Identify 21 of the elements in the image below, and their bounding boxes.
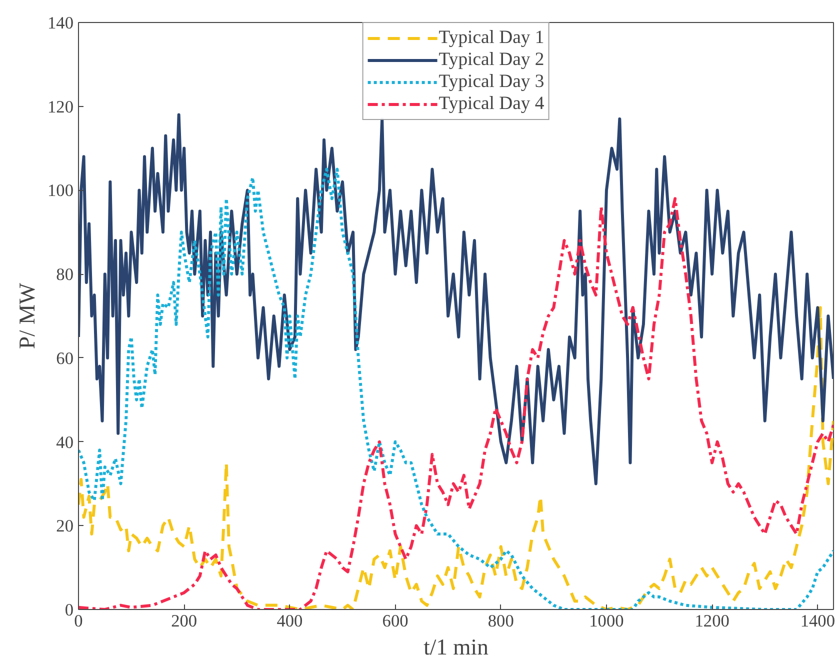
x-tick-label: 600 [382, 612, 408, 630]
x-tick-label: 1200 [694, 612, 730, 630]
line-series [78, 113, 834, 486]
y-tick-label: 140 [48, 14, 74, 32]
y-tick-label: 120 [48, 97, 74, 116]
x-tick-label: 400 [276, 612, 303, 630]
y-tick-label: 80 [56, 265, 74, 284]
x-tick-label: 200 [171, 612, 198, 630]
y-tick-label: 60 [56, 348, 74, 368]
x-tick-label: 1400 [800, 612, 835, 630]
y-axis-title: P/ MW [14, 282, 40, 350]
legend-label: Typical Day 4 [438, 93, 544, 115]
y-tick-label: 100 [48, 181, 74, 200]
legend-label: Typical Day 1 [438, 27, 544, 49]
y-tick-label: 40 [56, 432, 74, 452]
y-tick-label: 20 [56, 516, 74, 536]
x-axis-title: t/1 min [424, 634, 488, 660]
x-tick-label: 1000 [589, 612, 624, 630]
legend-label: Typical Day 3 [438, 71, 544, 93]
legend-label: Typical Day 2 [438, 49, 544, 71]
x-tick-label: 800 [488, 612, 514, 630]
